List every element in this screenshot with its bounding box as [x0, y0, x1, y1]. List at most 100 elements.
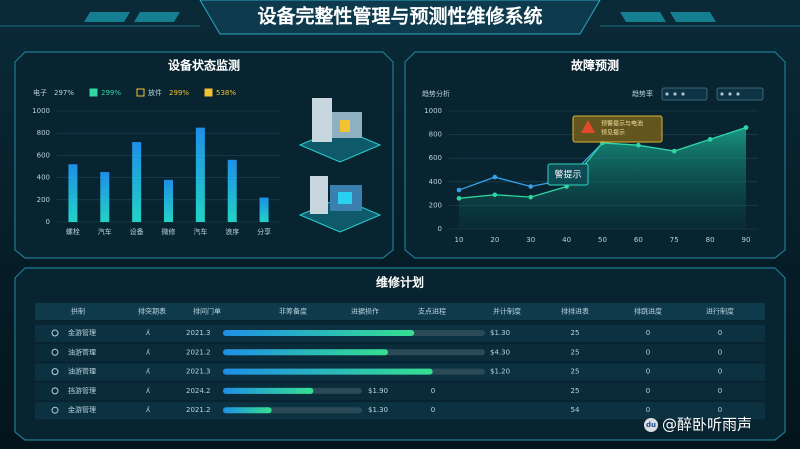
x-tick-label: 90: [742, 236, 751, 244]
bar: [100, 172, 110, 222]
progress-bar: [223, 387, 314, 394]
dropdown-dot: [728, 92, 732, 96]
row-name: 金游管理: [68, 405, 96, 414]
legend-value: 299%: [101, 89, 121, 97]
x-tick-label: 设备: [130, 227, 144, 236]
cell: 25: [571, 329, 580, 337]
y-tick-label: 600: [429, 154, 442, 162]
table-header-bg: [35, 303, 765, 320]
row-name: 油游管理: [68, 347, 96, 356]
bar: [164, 179, 173, 222]
y-tick-label: 800: [37, 129, 50, 137]
equipment-illustration: [298, 98, 382, 233]
x-tick-label: 40: [562, 236, 571, 244]
bar: [195, 127, 205, 222]
row-icon: [51, 406, 59, 414]
cell: 0: [646, 348, 650, 356]
row-date: 2021.2: [186, 406, 211, 414]
cell: 0: [431, 387, 435, 395]
column-header: 进行制度: [706, 307, 734, 316]
x-tick-label: 20: [490, 236, 499, 244]
x-tick-label: 螺栓: [66, 227, 80, 236]
column-header: 排排进表: [561, 307, 589, 316]
row-name: 油游管理: [68, 367, 96, 376]
bar: [68, 164, 78, 222]
point: [707, 137, 713, 142]
y-tick-label: 800: [429, 131, 442, 139]
bar: [259, 197, 269, 222]
cell: 0: [718, 329, 722, 337]
x-tick-label: 50: [598, 236, 607, 244]
row-mark: ʎ: [146, 387, 150, 395]
point: [492, 174, 498, 180]
cell: 0: [431, 406, 435, 414]
cell: $4.30: [490, 348, 510, 356]
progress-bar: [223, 349, 389, 356]
x-tick-label: 10: [455, 236, 464, 244]
x-tick-label: 汽车: [98, 227, 112, 236]
point: [456, 187, 462, 193]
row-icon: [51, 368, 59, 376]
cell: 0: [646, 329, 650, 337]
x-tick-label: 分享: [257, 227, 271, 236]
row-date: 2024.2: [186, 387, 211, 395]
x-tick-label: 30: [526, 236, 535, 244]
legend-value: 299%: [169, 89, 189, 97]
header: 设备完整性管理与预测性维修系统: [0, 0, 800, 35]
progress-bar: [223, 407, 272, 414]
cell: $1.30: [368, 406, 388, 414]
bar: [227, 159, 237, 222]
column-header: 排跳进度: [634, 307, 662, 316]
y-tick-label: 400: [37, 174, 50, 182]
panel-title: 设备状态监测: [168, 58, 240, 73]
legend-swatch: [204, 88, 213, 97]
column-header: 进据损作: [351, 307, 379, 316]
y-tick-label: 0: [46, 218, 50, 226]
point: [456, 196, 462, 201]
chart-title: 趋势分析: [422, 89, 450, 98]
y-tick-label: 200: [429, 201, 442, 209]
legend-label: 电子: [33, 88, 47, 97]
panel-title: 故障预测: [571, 58, 619, 73]
x-tick-label: 60: [634, 236, 643, 244]
dropdown-dot: [665, 92, 669, 96]
point: [528, 194, 534, 200]
warning-box: [572, 115, 663, 143]
watermark-icon: du: [646, 421, 656, 429]
point: [492, 192, 498, 198]
row-name: 金游管理: [68, 328, 96, 337]
column-header: 拱制: [71, 307, 85, 316]
cell: 25: [571, 387, 580, 395]
dropdown-dot: [673, 92, 677, 96]
point: [636, 142, 641, 148]
legend-value: 297%: [54, 89, 74, 97]
row-date: 2021.3: [186, 329, 211, 337]
point: [743, 125, 749, 130]
legend-swatch: [136, 88, 145, 97]
cell: 54: [571, 406, 580, 414]
column-header: 非筹备度: [279, 307, 307, 316]
row-date: 2021.3: [186, 368, 211, 376]
legend-value: 538%: [216, 89, 236, 97]
page-title: 设备完整性管理与预测性维修系统: [257, 5, 542, 28]
column-header: 支点进程: [418, 307, 446, 316]
row-mark: ʎ: [146, 329, 150, 337]
callout-text: 警提示: [554, 169, 581, 181]
x-tick-label: 汽车: [193, 227, 207, 236]
cell: 25: [571, 368, 580, 376]
dropdown[interactable]: [716, 87, 764, 101]
cell: 0: [646, 387, 650, 395]
x-tick-label: 75: [670, 236, 679, 244]
dropdowns[interactable]: [661, 87, 764, 101]
bar: [132, 142, 142, 222]
row-icon: [51, 329, 59, 337]
row-mark: ʎ: [146, 368, 150, 376]
warning-text: 预见提示: [601, 129, 625, 137]
x-tick-label: 80: [706, 236, 715, 244]
cell: 0: [646, 406, 650, 414]
control-label: 趋势率: [632, 89, 653, 98]
y-tick-label: 1000: [424, 107, 442, 115]
warning-icon: [581, 120, 595, 133]
cell: 25: [571, 348, 580, 356]
